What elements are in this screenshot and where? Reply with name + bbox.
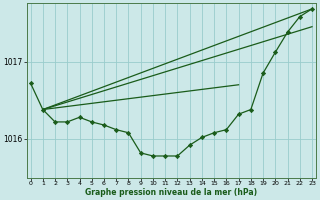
X-axis label: Graphe pression niveau de la mer (hPa): Graphe pression niveau de la mer (hPa) bbox=[85, 188, 257, 197]
